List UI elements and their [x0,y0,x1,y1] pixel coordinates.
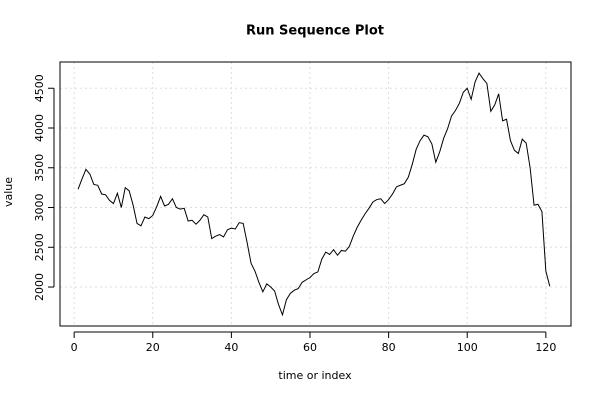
y-tick-label: 2500 [33,233,46,261]
x-tick-label: 0 [71,341,78,354]
y-tick-label: 4000 [33,114,46,142]
x-tick-label: 20 [146,341,160,354]
y-axis-label: value [2,177,15,207]
x-tick-label: 80 [382,341,396,354]
x-tick-label: 60 [303,341,317,354]
y-tick-label: 3500 [33,154,46,182]
x-axis-label: time or index [278,369,352,382]
y-tick-label: 2000 [33,273,46,301]
x-tick-label: 40 [224,341,238,354]
y-tick-label: 4500 [33,74,46,102]
x-tick-label: 100 [457,341,478,354]
chart-title: Run Sequence Plot [246,24,384,39]
data-line [77,72,551,317]
x-tick-label: 120 [535,341,556,354]
y-tick-label: 3000 [33,194,46,222]
plot-frame [59,61,572,327]
